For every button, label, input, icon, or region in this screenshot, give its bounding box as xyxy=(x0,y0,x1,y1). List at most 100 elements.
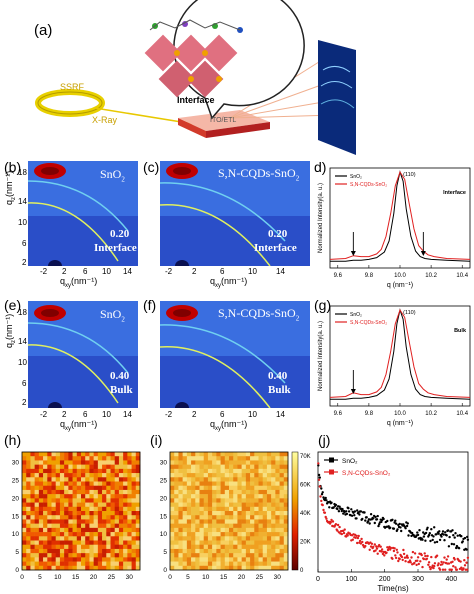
arrowhead-0 xyxy=(350,389,356,394)
data-point xyxy=(378,543,381,547)
colorbar-label: 40K xyxy=(300,511,311,517)
data-point xyxy=(443,556,446,559)
giwaxs-xtick-b-10: 10 xyxy=(102,267,111,276)
data-point xyxy=(369,513,373,516)
data-point xyxy=(356,541,359,545)
data-point xyxy=(440,560,443,564)
perovskite-crystal xyxy=(144,19,243,98)
map-y-tick: 10 xyxy=(160,531,168,538)
data-point xyxy=(353,514,356,517)
data-point xyxy=(466,568,469,571)
data-point xyxy=(416,556,420,559)
map-y-tick: 30 xyxy=(12,460,20,467)
data-point xyxy=(346,534,349,537)
x-tick-label: 10.0 xyxy=(394,411,406,417)
data-point xyxy=(385,551,388,554)
data-point xyxy=(454,566,457,569)
detector xyxy=(318,40,356,155)
angle-c: 0.20 xyxy=(268,228,288,240)
data-point xyxy=(451,529,454,532)
series-line-0 xyxy=(330,170,471,262)
data-point xyxy=(372,517,375,520)
map-x-tick: 0 xyxy=(20,574,24,581)
giwaxs-xtick-e-m2: -2 xyxy=(40,410,48,419)
data-point xyxy=(446,529,450,532)
x-tick-label: 10.0 xyxy=(394,273,406,279)
map-y-tick: 5 xyxy=(15,549,19,556)
data-point xyxy=(347,510,351,513)
giwaxs-ytick-e-10: 10 xyxy=(18,358,27,367)
data-point xyxy=(369,545,373,548)
data-point xyxy=(395,548,398,551)
series-line-0 xyxy=(330,308,471,400)
map-x-tick: 30 xyxy=(274,574,282,581)
data-point xyxy=(445,558,448,561)
data-point xyxy=(329,520,332,524)
data-point xyxy=(427,533,431,537)
chart-g: 9.6 9.8 10.0 10.2 10.4 q (nm⁻¹) Normalized Int… xyxy=(318,305,471,427)
x-tick-label: 9.8 xyxy=(365,411,374,417)
x-tick-label: 10.4 xyxy=(456,411,468,417)
region-tag: Interface xyxy=(443,190,466,196)
giwaxs-xlabel-b: qxy(nm⁻¹) xyxy=(60,276,98,289)
panel-label-h: (h) xyxy=(4,432,22,448)
data-point xyxy=(393,547,396,550)
data-point xyxy=(338,505,341,508)
data-point xyxy=(433,541,437,544)
giwaxs-xlabel-c: qxy(nm⁻¹) xyxy=(210,276,248,289)
data-point xyxy=(432,566,435,570)
data-point xyxy=(389,546,393,550)
giwaxs-xlabel-f: qxy(nm⁻¹) xyxy=(210,419,248,432)
data-point xyxy=(421,565,424,569)
data-point xyxy=(452,543,456,546)
data-point xyxy=(363,511,366,514)
data-point xyxy=(376,514,379,518)
data-point xyxy=(382,517,385,521)
series-points-1 xyxy=(317,462,470,571)
data-point xyxy=(398,557,401,561)
data-point xyxy=(413,552,417,555)
data-point xyxy=(441,563,444,566)
data-point xyxy=(345,512,349,516)
data-point xyxy=(338,525,341,529)
region-c: Interface xyxy=(254,242,297,254)
data-point xyxy=(370,542,374,545)
data-point xyxy=(427,561,431,564)
label-xray: X-Ray xyxy=(92,115,118,125)
data-point xyxy=(356,536,360,540)
map-x-tick: 15 xyxy=(220,574,228,581)
colorbar-label: 20K xyxy=(300,540,311,546)
giwaxs-xtick-e-6: 6 xyxy=(83,410,88,419)
data-point xyxy=(396,528,399,531)
x-tick-label: 10.2 xyxy=(425,411,437,417)
title-e-sub: 2 xyxy=(121,315,125,324)
chart-d: 9.6 9.8 10.0 10.2 10.4 q (nm⁻¹) Normalized Int… xyxy=(318,167,471,289)
data-point xyxy=(466,535,469,539)
map-y-tick: 20 xyxy=(160,495,168,502)
label-ssrf: SSRF xyxy=(60,82,85,92)
data-point xyxy=(380,548,384,551)
data-point xyxy=(343,528,346,531)
panel-label-d: d) xyxy=(314,159,327,175)
schematic-a xyxy=(35,0,356,155)
data-point xyxy=(457,547,461,550)
data-point xyxy=(463,564,467,567)
map-x-tick: 0 xyxy=(168,574,172,581)
giwaxs-ytick-b-6: 6 xyxy=(22,239,27,248)
data-point xyxy=(396,551,399,554)
chart-j: 0 100 200 300 400 Time(ns) SnO₂ S,N-CQDs-SnO₂ xyxy=(316,451,470,593)
giwaxs-xlabel-e: qxy(nm⁻¹) xyxy=(60,419,98,432)
data-point xyxy=(410,556,413,559)
data-point xyxy=(453,558,456,561)
title-b: SnO xyxy=(100,167,122,181)
data-point xyxy=(336,507,339,511)
x-tick-label: 9.6 xyxy=(334,273,343,279)
title-f-sub: 2 xyxy=(295,314,300,323)
angle-f: 0.40 xyxy=(268,370,288,382)
data-point xyxy=(372,545,375,548)
map-y-tick: 25 xyxy=(160,478,168,485)
giwaxs-xtick-f-10: 10 xyxy=(248,410,257,419)
data-point xyxy=(447,545,451,548)
data-point xyxy=(352,511,355,514)
map-x-tick: 5 xyxy=(186,574,190,581)
